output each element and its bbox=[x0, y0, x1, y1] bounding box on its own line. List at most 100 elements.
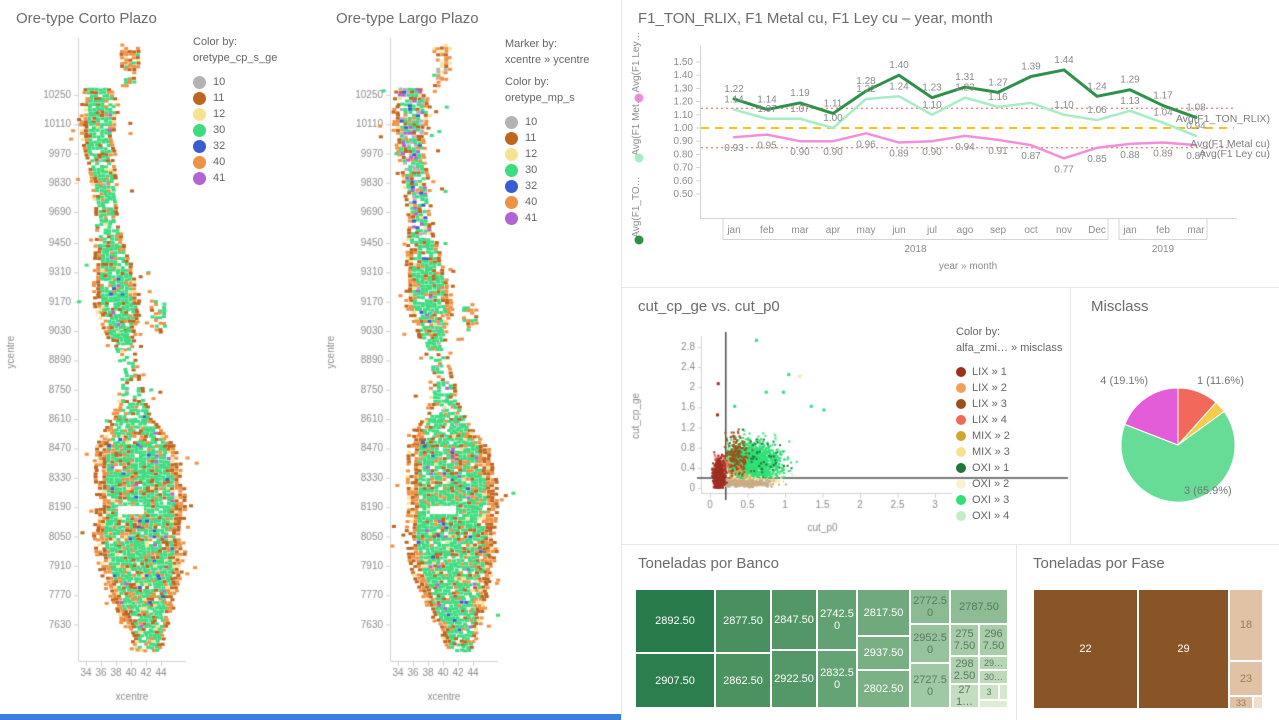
treemap-cell[interactable] bbox=[1253, 696, 1263, 709]
legend-item-41[interactable]: 41 bbox=[505, 210, 589, 226]
data-label: 1.44 bbox=[1054, 55, 1074, 66]
legend-item-label: 11 bbox=[525, 132, 537, 144]
x-tick-label: oct bbox=[1024, 225, 1038, 236]
legend-item-LIX-2[interactable]: LIX » 2 bbox=[956, 380, 1062, 396]
y-tick-label: 1.00 bbox=[674, 123, 694, 134]
legend-item-40[interactable]: 40 bbox=[505, 194, 589, 210]
legend-item-OXI-4[interactable]: OXI » 4 bbox=[956, 508, 1062, 524]
treemap-cell-292250[interactable]: 2922.50 bbox=[771, 650, 817, 708]
legend-item-label: LIX » 4 bbox=[972, 414, 1007, 426]
treemap-cell-298250[interactable]: 2982.50 bbox=[950, 656, 979, 684]
panel-pie: Misclass 1 (11.6%) 3 (65.9%) 4 (19.1%) bbox=[1070, 287, 1279, 545]
treemap-cell-274250[interactable]: 2742.50 bbox=[817, 589, 857, 650]
x-tick-label: jan bbox=[1122, 225, 1136, 236]
legend-item-OXI-3[interactable]: OXI » 3 bbox=[956, 492, 1062, 508]
treemap-cell[interactable] bbox=[979, 700, 1008, 708]
legend-item-40[interactable]: 40 bbox=[193, 154, 277, 170]
pie-slice-4[interactable] bbox=[1124, 387, 1179, 446]
treemap-cell-271[interactable]: 271… bbox=[950, 684, 979, 708]
treemap-cell-29[interactable]: 29 bbox=[1138, 589, 1229, 709]
misclass-pie-chart[interactable]: 1 (11.6%) 3 (65.9%) 4 (19.1%) bbox=[1071, 288, 1279, 545]
treemap-cell-290750[interactable]: 2907.50 bbox=[635, 653, 715, 708]
treemap-cell-280250[interactable]: 2802.50 bbox=[857, 670, 910, 708]
legend-color-dot bbox=[505, 179, 518, 193]
data-label: 0.96 bbox=[856, 139, 876, 150]
legend-item-MIX-3[interactable]: MIX » 3 bbox=[956, 444, 1062, 460]
treemap-cell-281750[interactable]: 2817.50 bbox=[857, 589, 910, 636]
legend-color-dot bbox=[193, 107, 206, 121]
series-line-2[interactable] bbox=[732, 132, 1198, 160]
scatter-legend-items: LIX » 1 LIX » 2 LIX » 3 LIX » 4 MIX » 2 MIX »… bbox=[956, 364, 1062, 524]
series-line-0[interactable] bbox=[732, 68, 1198, 119]
treemap-cell-278750[interactable]: 2787.50 bbox=[950, 589, 1008, 624]
color-by-field: alfa_zmi… » misclass bbox=[956, 342, 1063, 354]
legend-item-label: OXI » 2 bbox=[972, 478, 1010, 490]
y-axis-series-label: Avg(F1 Ley… bbox=[631, 32, 642, 93]
treemap-cell-277250[interactable]: 2772.50 bbox=[910, 589, 950, 624]
legend-item-10[interactable]: 10 bbox=[193, 74, 277, 90]
data-label: 1.28 bbox=[856, 76, 876, 87]
treemap-cell-286250[interactable]: 2862.50 bbox=[715, 653, 771, 708]
treemap-cell-23[interactable]: 23 bbox=[1229, 661, 1263, 696]
legend-item-11[interactable]: 11 bbox=[505, 130, 589, 146]
panel-title-scatter: cut_cp_ge vs. cut_p0 bbox=[638, 298, 780, 315]
legend-item-OXI-1[interactable]: OXI » 1 bbox=[956, 460, 1062, 476]
legend-color-dot bbox=[505, 195, 518, 209]
scatter-plot[interactable] bbox=[622, 288, 1071, 545]
legend-item-label: 12 bbox=[525, 148, 538, 160]
x-tick-label: feb bbox=[1156, 225, 1170, 236]
treemap-cell-22[interactable]: 22 bbox=[1033, 589, 1138, 709]
treemap-cell-272750[interactable]: 2727.50 bbox=[910, 663, 950, 708]
treemap-cell-18[interactable]: 18 bbox=[1229, 589, 1263, 661]
treemap-cell-29[interactable]: 29… bbox=[979, 656, 1008, 670]
treemap-cell-287750[interactable]: 2877.50 bbox=[715, 589, 771, 653]
year-group-label: 2018 bbox=[904, 244, 927, 255]
y-tick-label: 0.60 bbox=[674, 176, 694, 187]
x-tick-label: nov bbox=[1056, 225, 1072, 236]
largo-plazo-block-plot[interactable] bbox=[320, 0, 621, 714]
legend-item-11[interactable]: 11 bbox=[193, 90, 277, 106]
legend-color-dot bbox=[193, 139, 206, 153]
legend-item-30[interactable]: 30 bbox=[193, 122, 277, 138]
legend-item-32[interactable]: 32 bbox=[505, 178, 589, 194]
panel-title-timeseries: F1_TON_RLIX, F1 Metal cu, F1 Ley cu – ye… bbox=[638, 10, 993, 27]
legend-item-LIX-4[interactable]: LIX » 4 bbox=[956, 412, 1062, 428]
legend-item-label: OXI » 3 bbox=[972, 494, 1010, 506]
corto-plazo-block-plot[interactable] bbox=[0, 0, 318, 714]
legend-color-dot bbox=[956, 511, 966, 521]
treemap-cell-296750[interactable]: 2967.50 bbox=[979, 624, 1008, 656]
legend-item-OXI-2[interactable]: OXI » 2 bbox=[956, 476, 1062, 492]
treemap-cell[interactable] bbox=[999, 684, 1008, 700]
treemap-cell-295250[interactable]: 2952.50 bbox=[910, 624, 950, 663]
data-label: 1.07 bbox=[790, 104, 810, 115]
legend-item-LIX-3[interactable]: LIX » 3 bbox=[956, 396, 1062, 412]
legend-color-dot bbox=[193, 155, 206, 169]
treemap-cell-293750[interactable]: 2937.50 bbox=[857, 636, 910, 670]
legend-item-32[interactable]: 32 bbox=[193, 138, 277, 154]
legend-item-10[interactable]: 10 bbox=[505, 114, 589, 130]
timeseries-line-chart[interactable]: 1.50 1.40 1.30 1.20 1.10 1.00 0.90 0.80 0.70 0.60… bbox=[622, 0, 1279, 287]
treemap-cell-284750[interactable]: 2847.50 bbox=[771, 589, 817, 650]
legend-item-label: 11 bbox=[213, 92, 225, 104]
legend-item-12[interactable]: 12 bbox=[505, 146, 589, 162]
treemap-cell-33[interactable]: 33 bbox=[1229, 696, 1253, 709]
treemap-cell-30[interactable]: 30… bbox=[979, 670, 1008, 684]
pie-slice-label: 3 (65.9%) bbox=[1184, 485, 1232, 497]
legend-item-label: 41 bbox=[213, 172, 226, 184]
legend-item-41[interactable]: 41 bbox=[193, 170, 277, 186]
series-line-1[interactable] bbox=[732, 95, 1198, 138]
legend-color-dot bbox=[193, 91, 206, 105]
legend-item-LIX-1[interactable]: LIX » 1 bbox=[956, 364, 1062, 380]
treemap-cell-3[interactable]: 3 bbox=[979, 684, 999, 700]
bottom-scrollbar[interactable] bbox=[0, 714, 621, 720]
legend-item-MIX-2[interactable]: MIX » 2 bbox=[956, 428, 1062, 444]
corto-legend: Color by: oretype_cp_s_ge 10 11 12 30 32 40 41 bbox=[193, 36, 277, 186]
treemap-cell-283250[interactable]: 2832.50 bbox=[817, 650, 857, 708]
legend-item-30[interactable]: 30 bbox=[505, 162, 589, 178]
legend-item-12[interactable]: 12 bbox=[193, 106, 277, 122]
treemap-cell-289250[interactable]: 2892.50 bbox=[635, 589, 715, 653]
data-label: 1.00 bbox=[823, 113, 843, 124]
legend-color-dot bbox=[956, 399, 966, 409]
legend-item-label: 40 bbox=[213, 156, 226, 168]
treemap-cell-275750[interactable]: 2757.50 bbox=[950, 624, 979, 656]
